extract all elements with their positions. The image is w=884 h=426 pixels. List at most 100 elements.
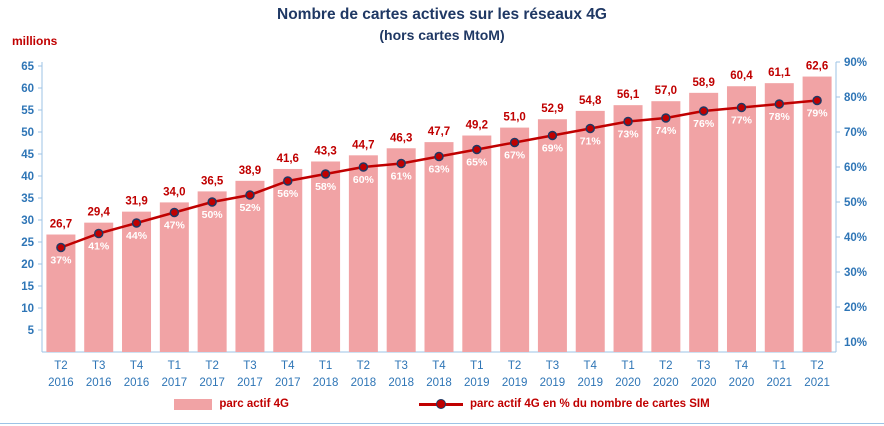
bar-parc-actif-4g (802, 76, 832, 352)
right-axis-tick-label: 90% (844, 57, 867, 69)
line-marker (169, 207, 180, 218)
legend-bar-label: parc actif 4G (219, 398, 289, 410)
bar-parc-actif-4g (273, 168, 303, 352)
bar-value-label: 43,3 (314, 145, 336, 157)
bar-parc-actif-4g (46, 234, 76, 352)
left-axis-tick-label: 10 (21, 303, 34, 315)
x-axis-year-label: 2018 (313, 377, 339, 389)
percent-label: 76% (693, 118, 715, 130)
percent-label: 77% (731, 115, 753, 127)
line-marker (812, 95, 822, 106)
x-axis-quarter-label: T3 (697, 360, 710, 372)
bar-parc-actif-4g (689, 92, 719, 352)
bar-value-label: 54,8 (579, 95, 602, 107)
percent-label: 65% (466, 157, 488, 169)
x-axis-quarter-label: T1 (773, 360, 786, 372)
percent-label: 50% (202, 209, 224, 221)
left-axis-tick-label: 20 (21, 259, 34, 271)
chart-subtitle: (hors cartes MtoM) (379, 27, 505, 43)
bar-parc-actif-4g (122, 211, 152, 352)
line-marker (320, 169, 331, 179)
line-marker (736, 102, 747, 113)
left-axis-tick-label: 35 (21, 193, 34, 205)
percent-label: 63% (428, 164, 450, 176)
bar-parc-actif-4g (84, 222, 114, 352)
right-axis-tick-label: 60% (844, 162, 867, 174)
bar-value-label: 41,6 (277, 153, 299, 165)
bar-value-label: 36,5 (201, 175, 224, 187)
x-axis-quarter-label: T2 (54, 360, 67, 372)
x-axis-year-label: 2017 (275, 377, 301, 389)
percent-label: 41% (88, 241, 110, 253)
x-axis-year-label: 2019 (540, 377, 566, 389)
line-marker (585, 123, 595, 134)
line-marker (396, 158, 406, 169)
line-series-marker-icon (436, 399, 446, 409)
bar-parc-actif-4g (386, 148, 416, 352)
percent-label: 69% (542, 143, 564, 155)
bar-parc-actif-4g (159, 202, 189, 352)
line-marker (434, 151, 444, 162)
line-marker (547, 130, 558, 141)
x-axis-quarter-label: T2 (508, 360, 521, 372)
line-marker (93, 228, 104, 239)
left-axis-tick-label: 65 (21, 61, 34, 73)
percent-label: 37% (50, 255, 72, 267)
x-axis-quarter-label: T2 (357, 360, 370, 372)
x-axis-year-label: 2020 (615, 377, 641, 389)
x-axis-year-label: 2016 (124, 377, 150, 389)
x-axis-year-label: 2017 (237, 377, 263, 389)
x-axis-quarter-label: T4 (584, 360, 598, 372)
right-axis-tick-label: 40% (844, 232, 867, 244)
percent-label: 67% (504, 150, 526, 162)
legend-item-bar-series: parc actif 4G (174, 398, 289, 410)
x-axis-year-label: 2018 (351, 377, 377, 389)
left-axis-tick-label: 60 (21, 83, 34, 95)
x-axis-quarter-label: T1 (319, 360, 332, 372)
x-axis-year-label: 2018 (388, 377, 414, 389)
x-axis-year-label: 2019 (502, 377, 528, 389)
bar-value-label: 46,3 (390, 132, 412, 144)
line-marker (774, 99, 785, 109)
line-marker (623, 116, 633, 127)
bar-value-label: 29,4 (88, 207, 111, 219)
bar-parc-actif-4g (197, 191, 227, 352)
left-axis-tick-label: 55 (21, 105, 34, 117)
right-axis-tick-label: 50% (844, 197, 867, 209)
x-axis-quarter-label: T4 (432, 360, 446, 372)
bar-value-label: 44,7 (352, 139, 374, 151)
x-axis-quarter-label: T4 (735, 360, 749, 372)
line-marker (358, 162, 369, 172)
right-axis-tick-label: 20% (844, 302, 867, 314)
x-axis-quarter-label: T1 (621, 360, 634, 372)
percent-label: 47% (164, 220, 186, 232)
x-axis-year-label: 2020 (729, 377, 755, 389)
percent-label: 60% (353, 174, 375, 186)
legend-line-label: parc actif 4G en % du nombre de cartes S… (470, 398, 710, 410)
right-axis-tick-label: 30% (844, 267, 867, 279)
bar-value-label: 47,7 (428, 126, 450, 138)
line-marker (698, 106, 709, 116)
right-axis-tick-label: 80% (844, 92, 867, 104)
x-axis-quarter-label: T2 (659, 360, 672, 372)
bar-parc-actif-4g (575, 110, 605, 352)
right-axis-tick-label: 70% (844, 127, 867, 139)
x-axis-year-label: 2016 (48, 377, 74, 389)
x-axis-quarter-label: T4 (130, 360, 144, 372)
line-marker (207, 197, 217, 207)
left-axis-tick-label: 5 (28, 325, 35, 337)
x-axis-year-label: 2020 (653, 377, 679, 389)
bar-value-label: 58,9 (692, 77, 714, 89)
x-axis-year-label: 2020 (691, 377, 717, 389)
line-marker (245, 190, 255, 200)
percent-label: 58% (315, 181, 337, 193)
bar-parc-actif-4g (537, 119, 567, 353)
axis-unit-label: millions (12, 34, 58, 48)
chart-title: Nombre de cartes actives sur les réseaux… (277, 6, 607, 23)
bar-value-label: 51,0 (503, 112, 525, 124)
line-marker (56, 242, 66, 253)
line-marker (472, 144, 482, 155)
x-axis-year-label: 2021 (766, 377, 792, 389)
left-axis-tick-label: 30 (21, 215, 34, 227)
